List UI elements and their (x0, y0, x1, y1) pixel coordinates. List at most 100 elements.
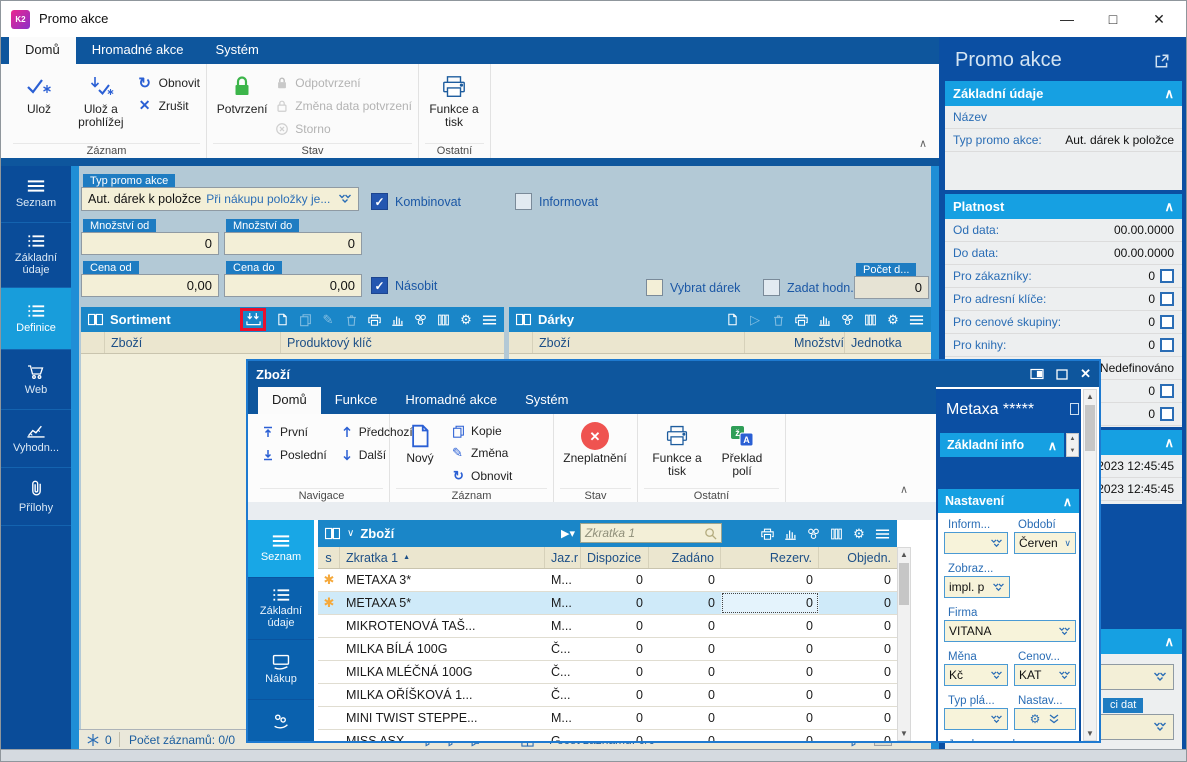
sidebar-item-vyhodnoceni[interactable]: Vyhodn... (1, 410, 71, 468)
new-button[interactable]: Nový (398, 416, 442, 487)
dialog-sidebar-zakladni-udaje[interactable]: Základní údaje (248, 578, 314, 640)
firma-dropdown[interactable]: VITANA (944, 620, 1076, 642)
pin-icon[interactable] (1070, 403, 1079, 415)
settings-gear-icon[interactable]: ⚙ (853, 525, 865, 541)
row-checkbox[interactable] (1160, 338, 1174, 352)
section-nastaveni[interactable]: Nastavení ∧ (938, 489, 1079, 513)
storno-button[interactable]: Storno (275, 117, 412, 140)
invalidate-button[interactable]: ✕ Zneplatnění (562, 416, 628, 487)
save-button[interactable]: Ulož (13, 67, 65, 142)
sidebar-item-definice[interactable]: Definice (1, 288, 71, 350)
section-zakladni-info[interactable]: Základní info ∧ (940, 433, 1064, 457)
field-row[interactable]: Do data: 00.00.0000 (945, 242, 1182, 265)
row-checkbox[interactable] (1160, 407, 1174, 421)
dock-icon[interactable] (1030, 368, 1044, 380)
dialog-tab-hromadne[interactable]: Hromadné akce (405, 392, 498, 407)
inform-dropdown[interactable] (944, 532, 1008, 554)
promo-type-dropdown[interactable]: Aut. dárek k položce Při nákupu položky … (81, 187, 359, 211)
print-icon[interactable] (365, 311, 383, 328)
table-row[interactable]: MINI TWIST STEPPE... M... 0 0 0 0 (318, 707, 897, 730)
related-data-icon[interactable] (411, 311, 429, 328)
row-checkbox[interactable] (1160, 315, 1174, 329)
scroll-up-icon[interactable]: ▲ (900, 550, 908, 559)
column-zadano[interactable]: Zadáno (649, 547, 721, 568)
scroll-down-icon[interactable]: ▼ (1086, 729, 1094, 738)
collapse-icon[interactable]: ∧ (1164, 434, 1174, 450)
row-checkbox[interactable] (1160, 292, 1174, 306)
play-filter-icon[interactable]: ▶▾ (561, 528, 575, 540)
related-data-icon[interactable] (838, 311, 856, 328)
section-platnost[interactable]: Platnost ∧ (945, 194, 1182, 219)
field-row[interactable]: Název (945, 106, 1182, 129)
tab-system[interactable]: Systém (215, 42, 259, 57)
cancel-button[interactable]: ✕ Zrušit (137, 94, 200, 117)
related-data-icon[interactable] (804, 525, 822, 542)
settings-gear-icon[interactable]: ⚙ (460, 311, 472, 327)
refresh-button[interactable]: ↻ Obnovit (137, 71, 200, 94)
column-mnozstvi[interactable]: Množství (745, 332, 845, 353)
print-icon[interactable] (792, 311, 810, 328)
unconfirm-button[interactable]: Odpotvrzení (275, 71, 412, 94)
field-row[interactable]: Pro cenové skupiny: 0 (945, 311, 1182, 334)
table-row[interactable]: MILKA OŘÍŠKOVÁ 1... Č... 0 0 0 0 (318, 684, 897, 707)
first-button[interactable]: První (262, 420, 327, 443)
dialog-tab-system[interactable]: Systém (525, 392, 569, 407)
new-record-icon[interactable] (723, 311, 741, 328)
search-input[interactable]: Zkratka 1 (580, 523, 722, 543)
typ-pla-dropdown[interactable] (944, 708, 1008, 730)
chart-icon[interactable] (781, 525, 799, 542)
sidebar-item-prilohy[interactable]: Přílohy (1, 468, 71, 526)
row-checkbox[interactable] (1160, 384, 1174, 398)
field-row[interactable]: Pro adresní klíče: 0 (945, 288, 1182, 311)
delete-record-icon[interactable] (342, 311, 360, 328)
column-jednotka[interactable]: Jednotka (851, 335, 902, 350)
chevron-down-icon[interactable]: ∨ (347, 528, 355, 539)
table-scrollbar[interactable]: ▲ ▼ (897, 547, 911, 741)
mini-scroll[interactable]: ▲ ▼ (1066, 433, 1079, 457)
nastav-dropdown[interactable]: ⚙ (1014, 708, 1076, 730)
table-row[interactable]: MIKROTENOVÁ TAŠ... M... 0 0 0 0 (318, 615, 897, 638)
menu-icon[interactable] (873, 525, 891, 542)
dialog-tab-funkce[interactable]: Funkce (334, 392, 378, 407)
column-zkratka[interactable]: Zkratka 1 ▲ (340, 547, 545, 568)
table-row[interactable]: MILKA MLÉČNÁ 100G Č... 0 0 0 0 (318, 661, 897, 684)
functions-print-button[interactable]: Funkce a tisk (425, 67, 483, 142)
price-to-field[interactable]: 0,00 (224, 274, 362, 297)
dialog-tab-domu[interactable]: Domů (258, 387, 321, 414)
table-row-selected[interactable]: ✱ METAXA 5* M... 0 0 0 0 (318, 592, 897, 615)
print-icon[interactable] (758, 525, 776, 542)
columns-icon[interactable] (827, 525, 845, 542)
edit-record-icon[interactable]: ✎ (322, 311, 334, 327)
tab-domu[interactable]: Domů (9, 37, 76, 64)
confirm-button[interactable]: Potvrzení (213, 67, 271, 142)
zobraz-dropdown[interactable]: impl. p (944, 576, 1010, 598)
qty-from-field[interactable]: 0 (81, 232, 219, 255)
refresh-button[interactable]: ↻ Obnovit (452, 465, 512, 487)
scroll-thumb[interactable] (899, 563, 909, 605)
price-from-field[interactable]: 0,00 (81, 274, 219, 297)
sidebar-item-web[interactable]: Web (1, 350, 71, 410)
copy-record-icon[interactable] (296, 311, 314, 328)
table-row[interactable]: MISS ASX G 0 0 0 0 (318, 730, 897, 741)
kombinovat-checkbox[interactable]: ✓ (371, 193, 388, 210)
chart-icon[interactable] (388, 311, 406, 328)
collapse-icon[interactable]: ∧ (1047, 438, 1057, 453)
scroll-up-icon[interactable]: ▲ (1086, 392, 1094, 401)
new-record-icon[interactable] (273, 311, 291, 328)
column-s[interactable]: s (318, 547, 340, 568)
column-jaz[interactable]: Jaz.r (545, 547, 581, 568)
import-items-icon[interactable] (244, 311, 262, 328)
change-button[interactable]: ✎ Změna (452, 442, 512, 464)
table-row[interactable]: MILKA BÍLÁ 100G Č... 0 0 0 0 (318, 638, 897, 661)
minimize-button[interactable]: — (1060, 11, 1074, 27)
collapse-icon[interactable]: ∧ (1164, 198, 1174, 214)
ribbon-collapse-icon[interactable]: ∧ (899, 484, 908, 496)
column-produktovy-klic[interactable]: Produktový klíč (287, 335, 372, 350)
delete-record-icon[interactable] (769, 311, 787, 328)
vybrat-darek-checkbox[interactable] (646, 279, 663, 296)
table-row[interactable]: ✱ METAXA 3* M... 0 0 0 0 (318, 569, 897, 592)
columns-icon[interactable] (434, 311, 452, 328)
column-objedn[interactable]: Objedn. (847, 550, 891, 565)
field-row[interactable]: Pro zákazníky: 0 (945, 265, 1182, 288)
column-dispozice[interactable]: Dispozice (581, 547, 649, 568)
